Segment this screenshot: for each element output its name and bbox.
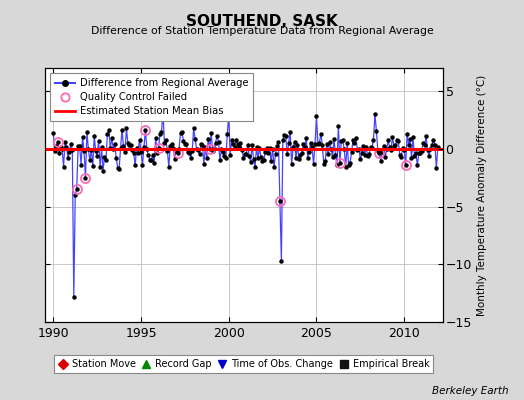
Legend: Station Move, Record Gap, Time of Obs. Change, Empirical Break: Station Move, Record Gap, Time of Obs. C… (54, 355, 433, 373)
Text: SOUTHEND, SASK: SOUTHEND, SASK (186, 14, 338, 29)
Y-axis label: Monthly Temperature Anomaly Difference (°C): Monthly Temperature Anomaly Difference (… (477, 74, 487, 316)
Text: Difference of Station Temperature Data from Regional Average: Difference of Station Temperature Data f… (91, 26, 433, 36)
Text: Berkeley Earth: Berkeley Earth (432, 386, 508, 396)
